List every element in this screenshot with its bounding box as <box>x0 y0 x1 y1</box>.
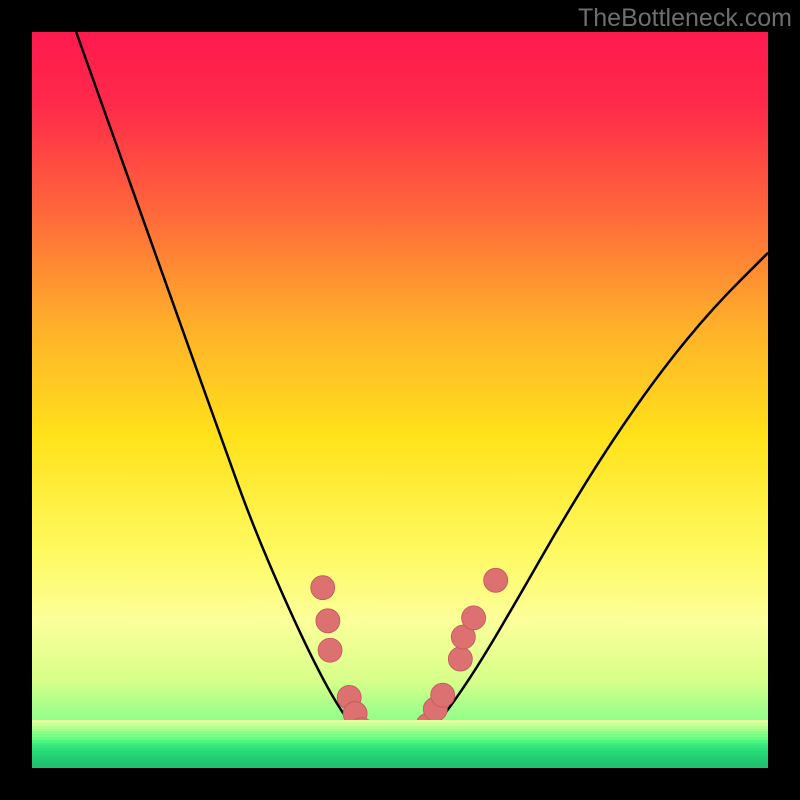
marker-dot <box>311 576 335 600</box>
marker-dot <box>431 683 455 707</box>
curve-layer <box>0 0 800 800</box>
marker-dot <box>484 568 508 592</box>
stage: TheBottleneck.com <box>0 0 800 800</box>
marker-dot <box>316 609 340 633</box>
bottom-stripes <box>32 720 768 768</box>
marker-dot <box>462 606 486 630</box>
marker-dot <box>318 638 342 662</box>
bottleneck-curve <box>76 32 768 747</box>
marker-dot <box>448 647 472 671</box>
